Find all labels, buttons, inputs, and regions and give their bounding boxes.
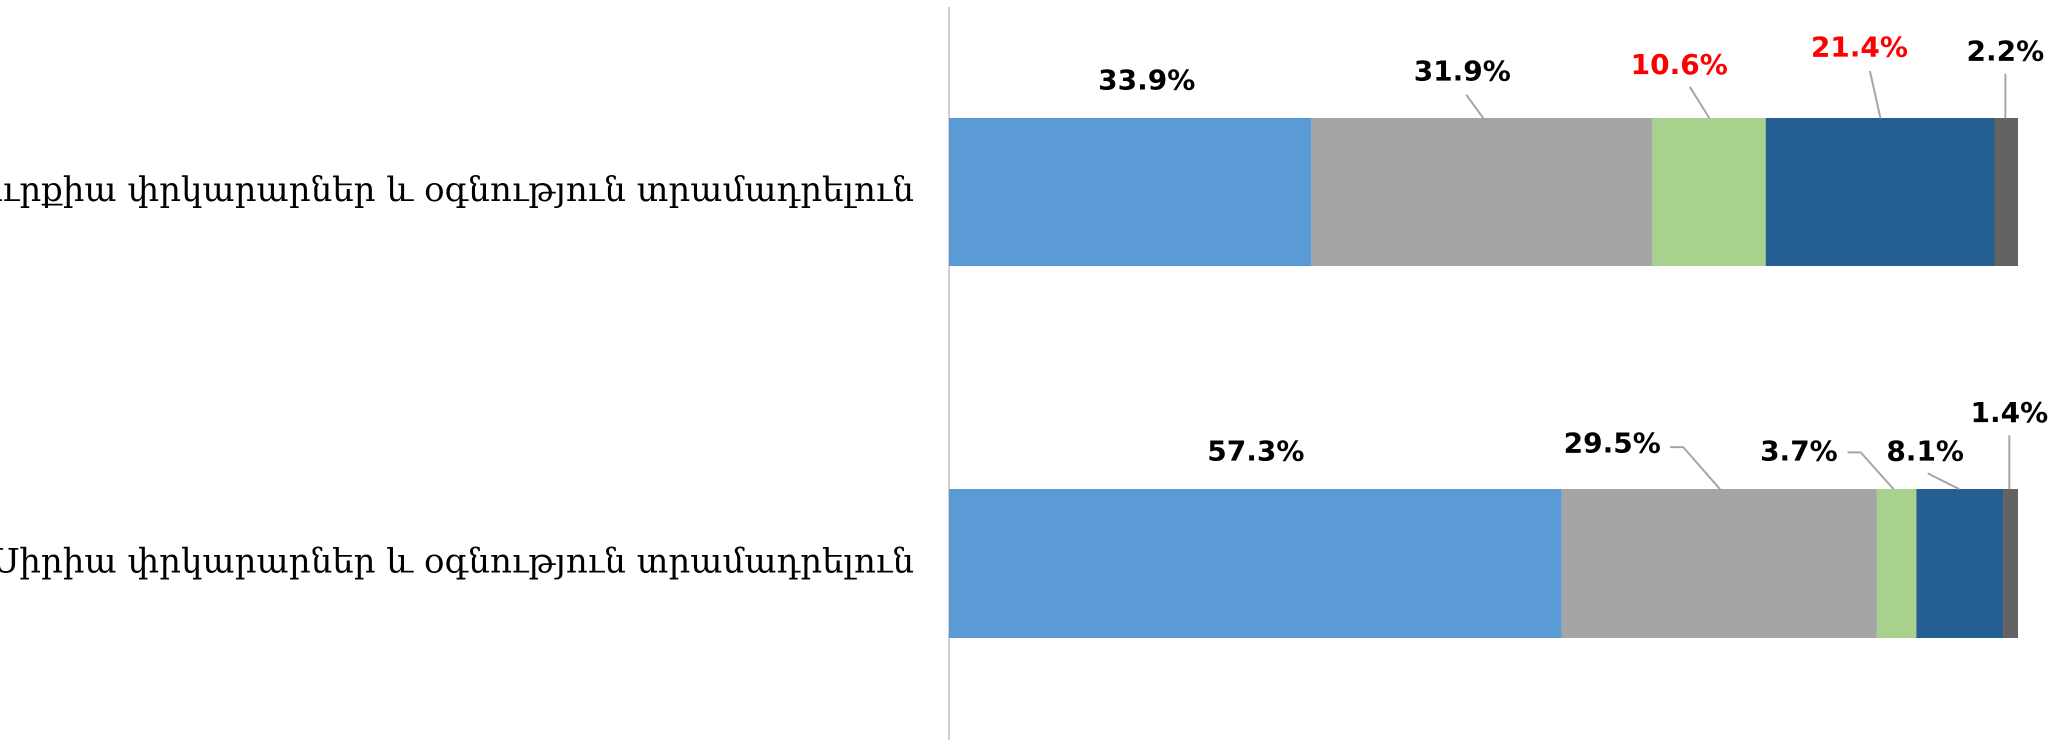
category-label: Թուրքիա փրկարարներ և օգնություն տրամադրե… — [0, 170, 914, 210]
data-label: 31.9% — [1414, 54, 1511, 87]
data-label: 2.2% — [1967, 35, 2045, 68]
leader-line — [1670, 446, 1721, 490]
bar-segment — [2003, 489, 2018, 638]
leader-line — [1465, 94, 1485, 119]
data-label: 57.3% — [1207, 434, 1304, 467]
category-label: Սիրիա փրկարարներ և օգնություն տրամադրելո… — [0, 542, 914, 582]
bar-segment — [1561, 489, 1877, 638]
bar-segment — [1311, 118, 1653, 266]
bar-segment — [1994, 118, 2018, 266]
leader-line — [1688, 86, 1711, 119]
bar-segment — [1876, 489, 1917, 638]
leader-line — [1868, 70, 1882, 119]
bar-segment — [1765, 118, 1995, 266]
data-label: 33.9% — [1098, 64, 1195, 97]
leader-line — [1847, 451, 1895, 490]
data-label: 21.4% — [1811, 31, 1908, 64]
bar-segment — [949, 118, 1312, 266]
bar-segment — [1916, 489, 2004, 638]
leader-line — [1927, 472, 1960, 491]
data-label: 29.5% — [1564, 426, 1661, 459]
bar-segment — [949, 489, 1562, 638]
bar-segment — [1652, 118, 1766, 266]
data-label: 1.4% — [1970, 396, 2048, 429]
data-label: 8.1% — [1886, 434, 1964, 467]
data-label: 10.6% — [1631, 48, 1728, 81]
data-label: 3.7% — [1760, 434, 1838, 467]
